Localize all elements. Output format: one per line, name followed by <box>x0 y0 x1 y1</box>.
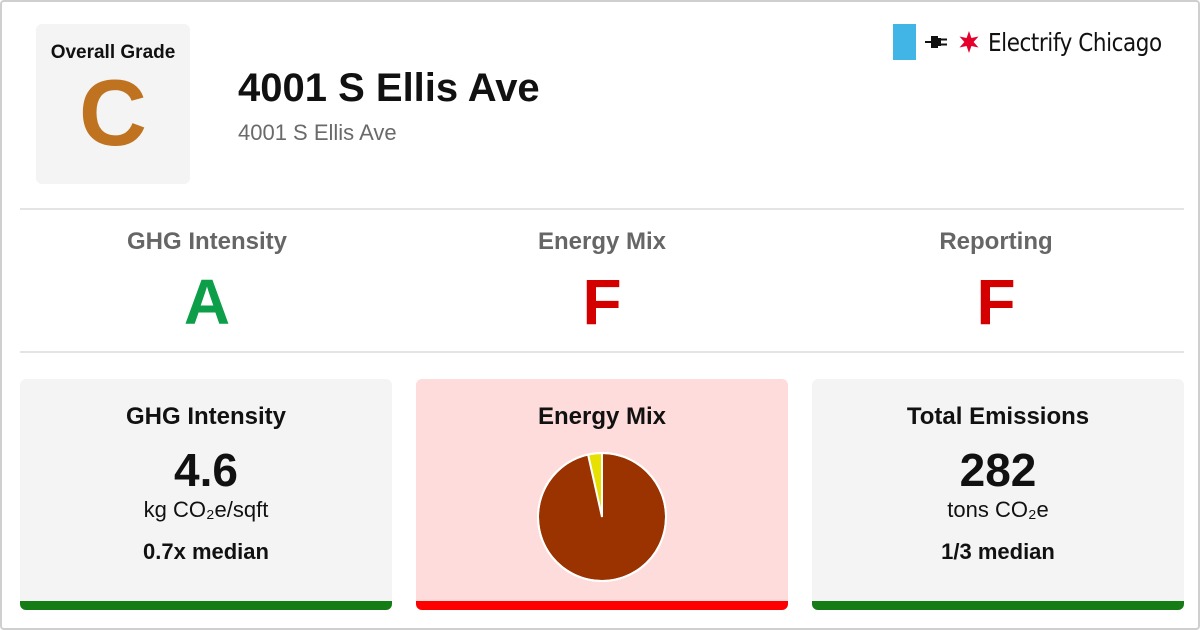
grade-color-bar <box>20 601 392 610</box>
total-emissions-value: 282 <box>959 444 1037 496</box>
ghg-intensity-card: GHG Intensity 4.6 kg CO₂e/sqft 0.7x medi… <box>20 379 392 610</box>
card-title: Energy Mix <box>537 403 667 430</box>
card-title: Total Emissions <box>906 403 1090 430</box>
total-emissions-card: Total Emissions 282 tons CO₂e 1/3 median <box>812 379 1184 610</box>
grade-letter: F <box>976 266 1016 338</box>
grade-label: Energy Mix <box>537 228 667 255</box>
total-emissions-unit: tons CO₂e <box>947 497 1049 522</box>
building-address: 4001 S Ellis Ave <box>238 120 397 145</box>
overall-grade-label: Overall Grade <box>50 42 176 63</box>
brand-logo[interactable]: Electrify Chicago <box>893 24 1174 60</box>
pie-outline <box>537 452 667 582</box>
grade-label: Reporting <box>939 228 1053 255</box>
ghg-intensity-median: 0.7x median <box>143 539 269 564</box>
card-title: GHG Intensity <box>125 403 287 430</box>
divider <box>20 208 1184 210</box>
grade-color-bar <box>416 601 788 610</box>
ghg-intensity-unit: kg CO₂e/sqft <box>143 497 269 522</box>
grade-ghg-intensity: GHG Intensity A <box>10 228 404 336</box>
star-icon <box>959 31 979 53</box>
energy-mix-pie-chart <box>536 451 668 583</box>
overall-grade-value: C <box>79 60 147 165</box>
grade-label: GHG Intensity <box>126 228 288 255</box>
grade-color-bar <box>812 601 1184 610</box>
divider <box>20 351 1184 353</box>
grade-energy-mix: Energy Mix F <box>405 228 799 336</box>
brand-name: Electrify Chicago <box>988 27 1162 57</box>
plug-icon <box>925 36 948 48</box>
energy-mix-card: Energy Mix <box>416 379 788 610</box>
flag-stripe-icon <box>893 24 917 60</box>
pie-svg <box>537 451 667 582</box>
grade-reporting: Reporting F <box>799 228 1193 336</box>
grade-letter: A <box>183 266 231 338</box>
grade-letter: F <box>582 266 622 338</box>
ghg-intensity-value: 4.6 <box>174 444 238 496</box>
total-emissions-median: 1/3 median <box>941 539 1055 564</box>
building-title: 4001 S Ellis Ave <box>238 66 540 110</box>
overall-grade-box: Overall Grade C <box>36 24 190 184</box>
